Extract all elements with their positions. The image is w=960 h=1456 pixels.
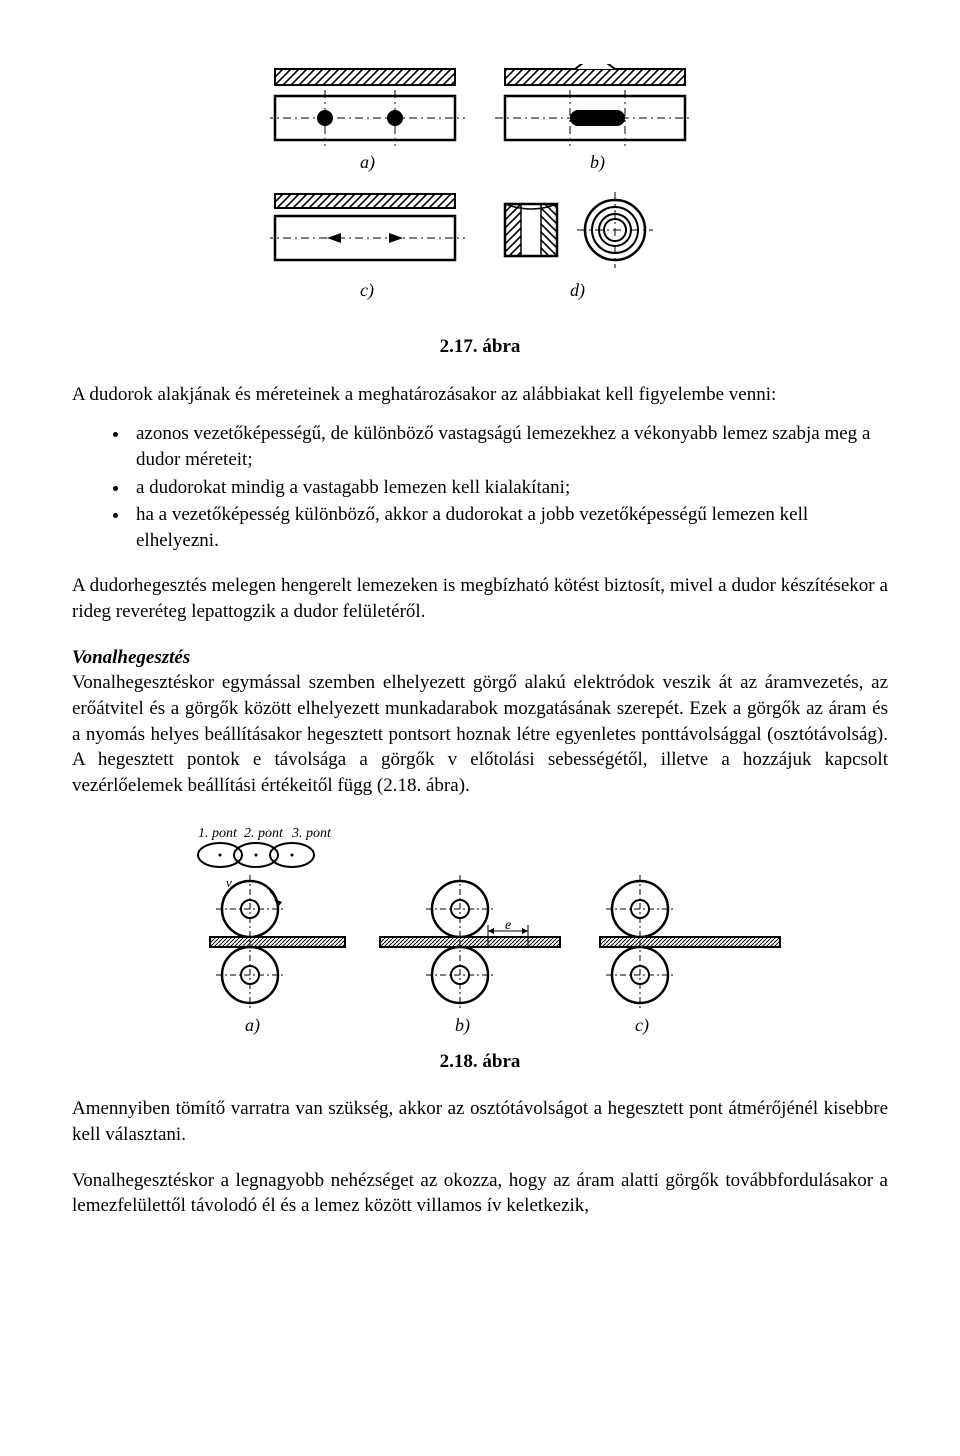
svg-text:3. pont: 3. pont — [291, 826, 332, 841]
figure-2-17-caption: 2.17. ábra — [72, 334, 888, 360]
svg-text:1. pont: 1. pont — [198, 826, 238, 841]
bullet-list: azonos vezetőképességű, de különböző vas… — [72, 421, 888, 553]
vonalhegesztes-paragraph: Vonalhegesztéskor egymással szemben elhe… — [72, 670, 888, 798]
list-item: ha a vezetőképesség különböző, akkor a d… — [130, 502, 888, 553]
figure-label-b: b) — [590, 152, 605, 173]
figure-label-c: c) — [360, 280, 374, 301]
figure-2-17: a) b) — [72, 64, 888, 324]
figure-label-d: d) — [570, 280, 585, 301]
svg-text:b): b) — [455, 1015, 470, 1036]
svg-text:2. pont: 2. pont — [244, 826, 284, 841]
figure-label-a: a) — [360, 152, 375, 173]
svg-text:c): c) — [635, 1015, 649, 1036]
intro-paragraph: A dudorok alakjának és méreteinek a megh… — [72, 382, 888, 408]
svg-text:v: v — [226, 875, 232, 890]
paragraph-after-218: Amennyiben tömítő varratra van szükség, … — [72, 1096, 888, 1147]
list-item: azonos vezetőképességű, de különböző vas… — [130, 421, 888, 472]
svg-text:a): a) — [245, 1015, 260, 1036]
last-paragraph: Vonalhegesztéskor a legnagyobb nehézsége… — [72, 1168, 888, 1219]
section-title-vonalhegesztes: Vonalhegesztés — [72, 645, 888, 671]
paragraph-after-bullets: A dudorhegesztés melegen hengerelt lemez… — [72, 573, 888, 624]
list-item: a dudorokat mindig a vastagabb lemezen k… — [130, 475, 888, 501]
figure-2-18: 1. pont 2. pont 3. pont v — [72, 819, 888, 1039]
figure-2-18-caption: 2.18. ábra — [72, 1049, 888, 1075]
